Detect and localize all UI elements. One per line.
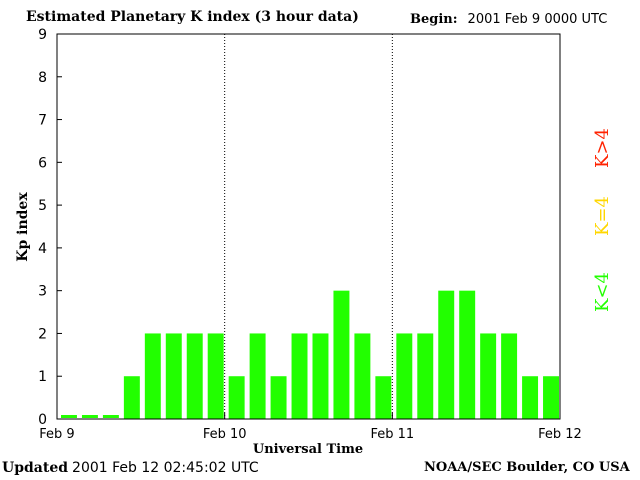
y-tick-label: 8 — [38, 70, 47, 86]
kp-bar — [501, 333, 518, 419]
kp-bar — [144, 333, 161, 419]
updated-label: Updated — [2, 460, 69, 476]
kp-bar — [61, 415, 77, 418]
kp-bar — [396, 333, 413, 419]
y-tick-label: 9 — [38, 27, 47, 43]
source-credit: NOAA/SEC Boulder, CO USA — [424, 460, 630, 475]
y-tick-label: 6 — [38, 155, 47, 171]
x-tick-label: Feb 9 — [39, 427, 74, 442]
x-tick-label: Feb 11 — [370, 427, 414, 442]
kp-bar — [417, 333, 434, 419]
kp-bar — [270, 376, 287, 419]
updated-value: 2001 Feb 12 02:45:02 UTC — [72, 460, 259, 476]
kp-bar — [123, 376, 140, 419]
y-tick-label: 3 — [38, 284, 47, 300]
y-tick-label: 7 — [38, 113, 47, 129]
legend-k-equal-4: K=4 — [592, 196, 613, 236]
x-axis-label: Universal Time — [253, 442, 363, 457]
updated-info: Updated 2001 Feb 12 02:45:02 UTC — [2, 460, 259, 476]
kp-bar — [543, 376, 559, 419]
kp-bar — [375, 376, 392, 419]
y-tick-label: 1 — [38, 369, 47, 385]
kp-bar — [186, 333, 203, 419]
y-axis-label: Kp index — [15, 192, 31, 262]
y-tick-label: 0 — [38, 412, 47, 428]
kp-bar — [522, 376, 539, 419]
kp-bar — [207, 333, 224, 419]
kp-bar — [333, 290, 350, 419]
y-tick-label: 2 — [38, 326, 47, 342]
legend-k-less-4: K<4 — [592, 272, 613, 312]
x-tick-label: Feb 12 — [538, 427, 582, 442]
kp-bar — [291, 333, 308, 419]
kp-bar — [165, 333, 182, 419]
begin-value: 2001 Feb 9 0000 UTC — [467, 12, 608, 27]
y-tick-label: 4 — [38, 241, 47, 257]
legend-k-greater-4: K>4 — [592, 128, 613, 168]
kp-bar — [459, 290, 476, 419]
begin-info: Begin: 2001 Feb 9 0000 UTC — [410, 12, 607, 27]
kp-bar — [312, 333, 329, 419]
plot-frame — [56, 33, 561, 420]
y-tick-label: 5 — [38, 198, 47, 214]
kp-bar — [228, 376, 245, 419]
begin-label: Begin: — [410, 12, 458, 27]
chart-title: Estimated Planetary K index (3 hour data… — [26, 9, 359, 25]
kp-bar — [480, 333, 497, 419]
kp-bar — [102, 415, 119, 418]
x-tick-label: Feb 10 — [203, 427, 247, 442]
kp-bar — [438, 290, 455, 419]
kp-bar — [249, 333, 266, 419]
kp-bar — [81, 415, 98, 418]
kp-bar — [354, 333, 371, 419]
